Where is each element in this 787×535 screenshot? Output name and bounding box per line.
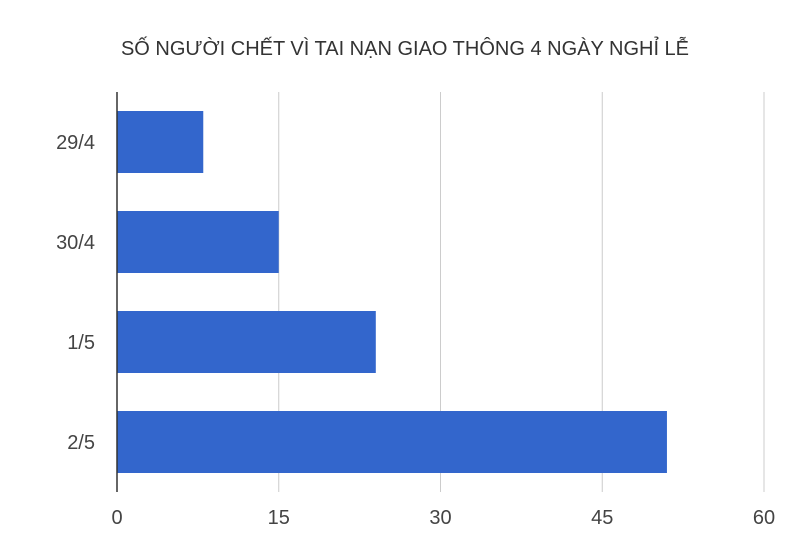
bar-1-5 xyxy=(117,311,376,373)
bars xyxy=(117,111,667,473)
y-tick-label: 2/5 xyxy=(67,432,95,454)
y-tick-label: 29/4 xyxy=(56,132,95,154)
x-tick-label: 30 xyxy=(429,507,451,529)
y-tick-label: 1/5 xyxy=(67,332,95,354)
x-tick-label: 15 xyxy=(268,507,290,529)
y-tick-label: 30/4 xyxy=(56,232,95,254)
x-tick-label: 0 xyxy=(111,507,122,529)
chart-title: SỐ NGƯỜI CHẾT VÌ TAI NẠN GIAO THÔNG 4 NG… xyxy=(121,36,689,60)
bar-29-4 xyxy=(117,111,204,173)
bar-2-5 xyxy=(117,411,667,473)
x-tick-label: 45 xyxy=(591,507,613,529)
x-axis-labels: 0 15 30 45 60 xyxy=(111,507,775,529)
y-axis-labels: 29/4 30/4 1/5 2/5 xyxy=(56,132,95,454)
x-tick-label: 60 xyxy=(753,507,775,529)
bar-30-4 xyxy=(117,211,279,273)
